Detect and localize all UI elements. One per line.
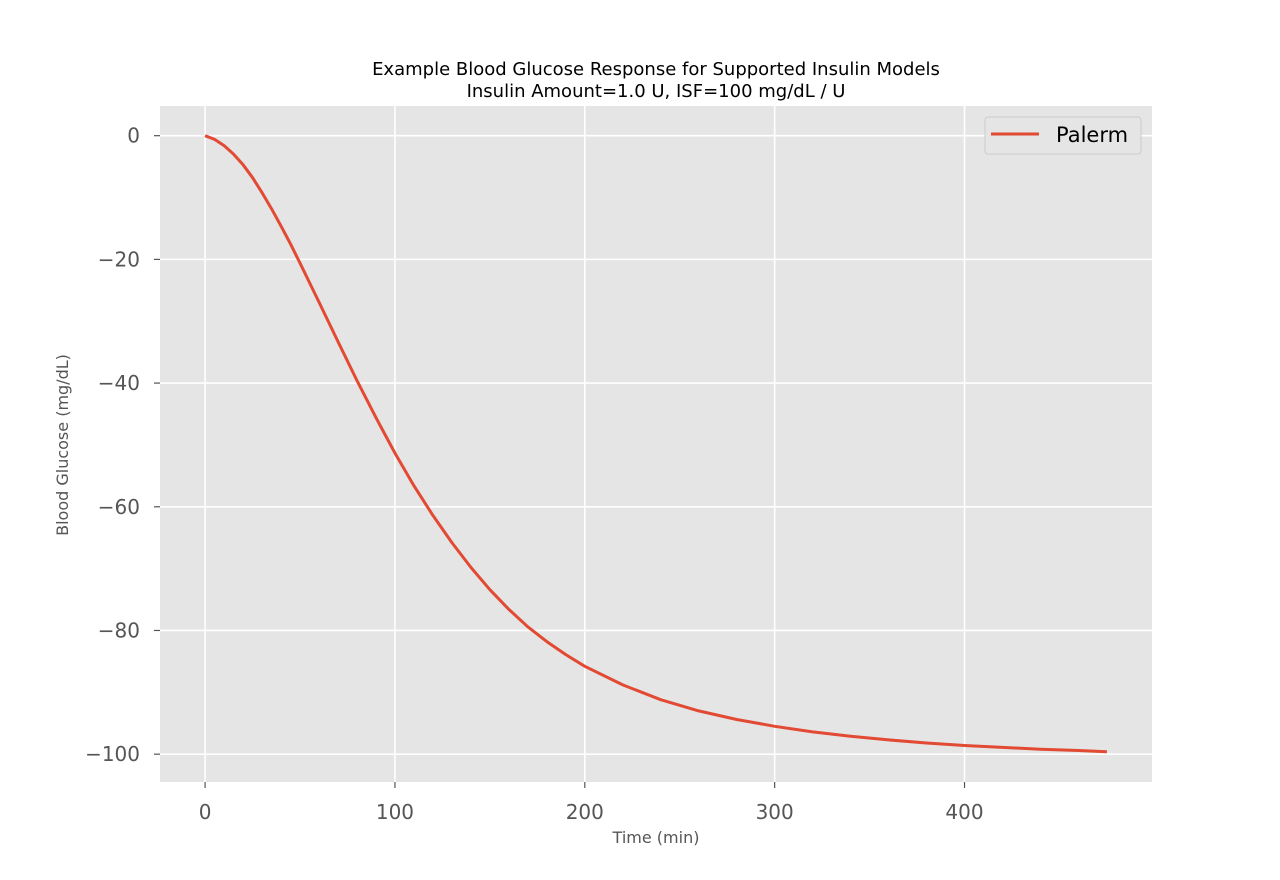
y-tick-label: −60 [98, 495, 140, 519]
x-tick-label: 300 [756, 800, 794, 824]
y-tick-label: −100 [85, 742, 140, 766]
grid [160, 106, 1152, 782]
ticks: 0 100 200 300 400 0 −20 −40 −60 −80 −100 [85, 124, 984, 824]
legend-label: Palerm [1056, 123, 1128, 147]
x-tick-label: 100 [376, 800, 414, 824]
y-axis-label: Blood Glucose (mg/dL) [53, 354, 72, 536]
y-tick-label: 0 [127, 124, 140, 148]
series-line-palerm [204, 134, 1107, 754]
legend: Palerm [984, 116, 1142, 155]
chart-subtitle: Insulin Amount=1.0 U, ISF=100 mg/dL / U [467, 81, 846, 102]
x-tick-label: 200 [566, 800, 604, 824]
y-tick-label: −40 [98, 371, 140, 395]
chart-title: Example Blood Glucose Response for Suppo… [372, 59, 940, 80]
y-tick-label: −80 [98, 618, 140, 642]
x-axis-label: Time (min) [612, 828, 700, 847]
x-tick-label: 0 [199, 800, 212, 824]
plot-area [160, 106, 1152, 782]
y-tick-label: −20 [98, 247, 140, 271]
legend-box [984, 116, 1142, 155]
series-layer [204, 134, 1107, 754]
x-tick-label: 400 [945, 800, 983, 824]
